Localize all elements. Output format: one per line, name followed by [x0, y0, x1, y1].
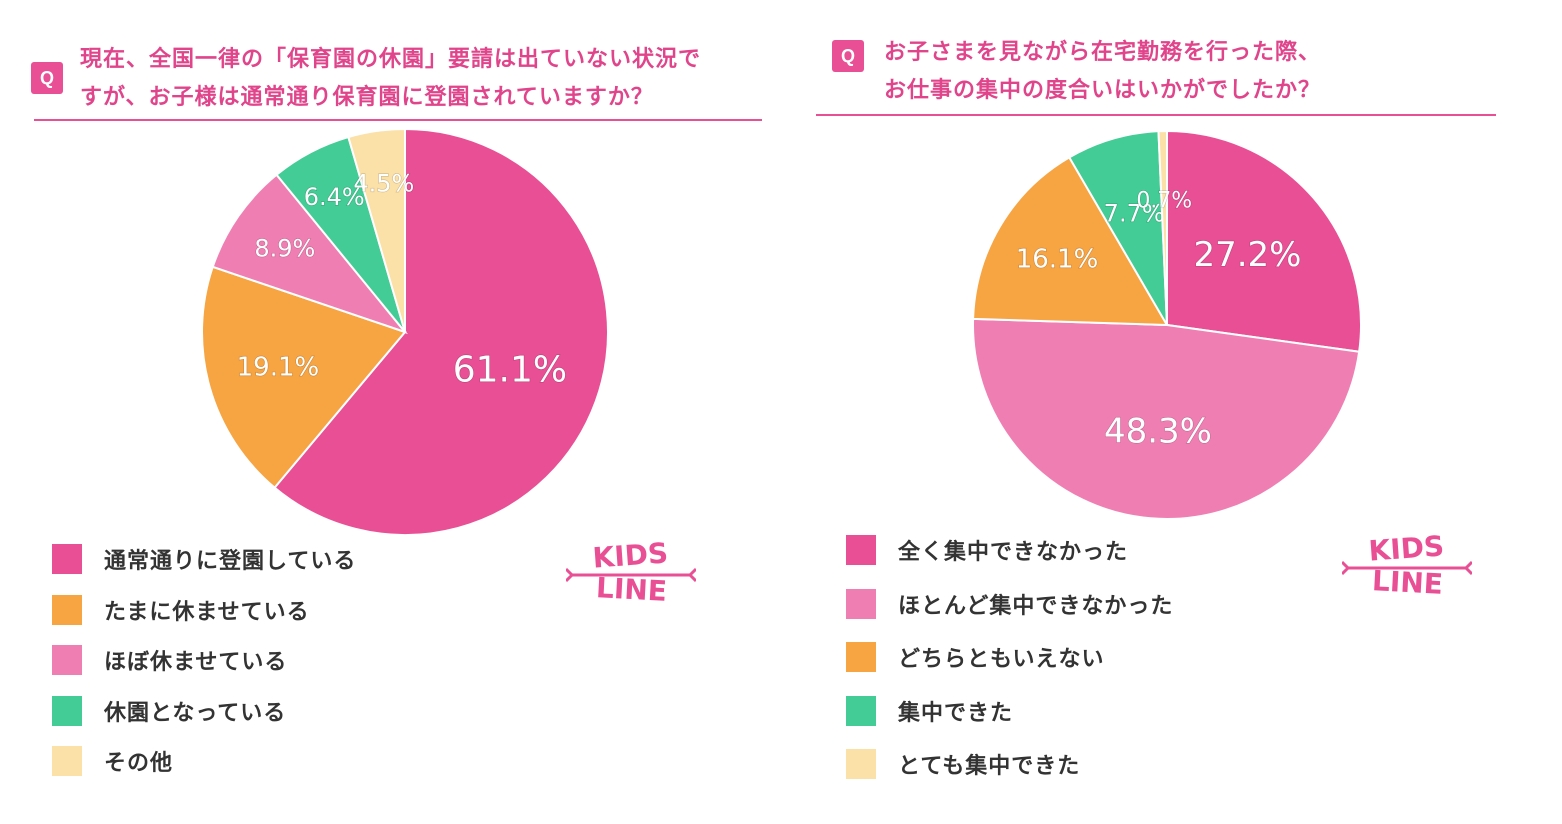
pie-slice — [1166, 129, 1362, 353]
pie-slice — [972, 156, 1169, 327]
legend-swatch — [846, 642, 876, 672]
kidsline-logo: KIDS LINE — [566, 536, 696, 608]
pie-slice — [1157, 129, 1168, 326]
legend-item: 集中できた — [846, 695, 1013, 727]
title-underline — [816, 114, 1496, 116]
pie-slice — [972, 317, 1361, 521]
legend-item: とても集中できた — [846, 748, 1080, 780]
slice-data-label: 61.1% — [453, 350, 567, 391]
pie-chart: 27.2% 48.3% 16.1%7.7%0.7% — [972, 129, 1362, 521]
slice-data-label: 27.2% — [1193, 235, 1301, 275]
slice-data-label: 7.7% — [1104, 199, 1165, 227]
legend: 通常通りに登園している たまに休ませている ほぼ休ませている 休園となっている その他 — [52, 543, 452, 793]
legend-swatch — [52, 645, 82, 675]
legend-item: たまに休ませている — [52, 594, 310, 626]
svg-text:KIDS: KIDS — [1368, 529, 1446, 567]
legend-item: ほとんど集中できなかった — [846, 588, 1173, 620]
legend-swatch — [846, 535, 876, 565]
legend-item: 通常通りに登園している — [52, 543, 356, 575]
legend-swatch — [846, 695, 876, 726]
legend-label: 集中できた — [898, 700, 1014, 726]
legend-label: どちらともいえない — [898, 647, 1105, 672]
pie-slice — [201, 265, 407, 490]
svg-text:KIDS: KIDS — [592, 536, 670, 574]
chart-panel-right: Q お子さまを見ながら在宅勤務を行った際、 お仕事の集中の度合いはいかがでしたか… — [780, 0, 1562, 824]
question-badge: Q — [31, 62, 63, 94]
pie-slice — [211, 173, 408, 335]
legend-label: 全く集中できなかった — [898, 540, 1129, 565]
question-badge: Q — [832, 40, 864, 72]
legend: 全く集中できなかったほとんど集中できなかった どちらともいえない 集中できたとても集… — [846, 534, 1286, 794]
question-line-2: すが、お子様は通常通り保育園に登園されていますか？ — [80, 85, 654, 110]
question-line-2: お仕事の集中の度合いはいかがでしたか？ — [884, 78, 1322, 103]
legend-label: その他 — [104, 751, 174, 776]
legend-label: 休園となっている — [104, 700, 287, 726]
legend-label: たまに休ませている — [104, 599, 310, 625]
legend-item: どちらともいえない — [846, 641, 1105, 673]
svg-text:LINE: LINE — [595, 571, 667, 608]
slice-data-label: 6.4% — [304, 183, 365, 211]
slice-data-label: 19.1% — [237, 353, 320, 383]
legend-item: その他 — [52, 745, 173, 777]
legend-label: とても集中できた — [898, 754, 1081, 779]
legend-label: 通常通りに登園している — [104, 549, 357, 574]
slice-data-label: 16.1% — [1016, 244, 1099, 274]
legend-label: ほぼ休ませている — [104, 650, 288, 675]
legend-swatch — [846, 749, 876, 779]
chart-panel-left: Q 現在、全国一律の「保育園の休園」要請は出ていない状況で すが、お子様は通常通… — [0, 0, 780, 824]
title-underline — [34, 119, 762, 121]
pie-slice — [347, 127, 406, 333]
legend-swatch — [846, 588, 876, 619]
kidsline-logo: KIDS LINE — [1342, 529, 1472, 601]
legend-item: 全く集中できなかった — [846, 534, 1128, 566]
legend-item: 休園となっている — [52, 695, 286, 727]
slice-data-label: 48.3% — [1104, 411, 1212, 451]
legend-swatch — [52, 746, 82, 776]
slice-data-label: 0.7% — [1136, 188, 1192, 213]
question-line-1: お子さまを見ながら在宅勤務を行った際、 — [884, 40, 1322, 65]
legend-swatch — [52, 544, 82, 574]
legend-swatch — [52, 594, 82, 625]
slice-data-label: 8.9% — [254, 235, 315, 263]
pie-slice — [1067, 130, 1168, 326]
legend-swatch — [52, 695, 82, 726]
pie-chart: 61.1% 19.1% 8.9% 6.4%4.5% — [201, 127, 609, 536]
svg-text:LINE: LINE — [1371, 564, 1443, 601]
legend-item: ほぼ休ませている — [52, 644, 287, 676]
slice-data-label: 4.5% — [353, 169, 414, 197]
question-line-1: 現在、全国一律の「保育園の休園」要請は出ていない状況で — [80, 47, 702, 72]
legend-label: ほとんど集中できなかった — [898, 593, 1174, 619]
pie-slice — [273, 127, 609, 536]
